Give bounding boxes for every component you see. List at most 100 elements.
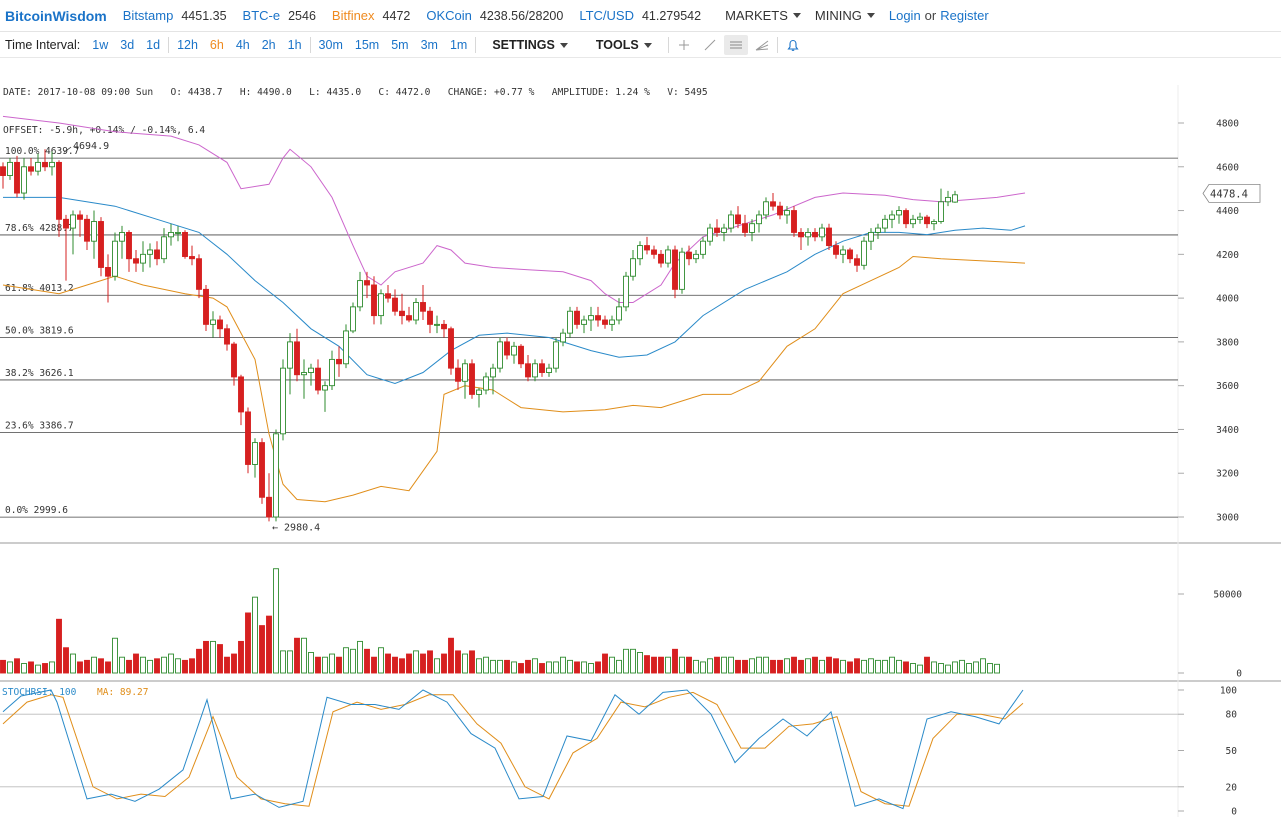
interval-5m[interactable]: 5m xyxy=(391,38,409,52)
candle xyxy=(546,363,552,377)
interval-12h[interactable]: 12h xyxy=(177,38,198,52)
markets-menu[interactable]: MARKETS xyxy=(725,8,801,23)
bollinger-lower-line xyxy=(2,255,1026,503)
candle-down xyxy=(371,284,377,317)
candle-up xyxy=(616,306,622,321)
candle-down xyxy=(231,343,237,378)
candle xyxy=(714,219,720,237)
candle-up xyxy=(280,367,286,435)
interval-1h[interactable]: 1h xyxy=(287,38,302,52)
price-panel[interactable]: 3000 3200 3400 3600 3800 4000 4200 4400 4600 4800… xyxy=(0,85,1281,817)
candle xyxy=(392,289,398,316)
market-okcoin[interactable]: OKCoin 4238.56/28200 xyxy=(426,8,563,23)
candle xyxy=(511,341,517,364)
brand-logo[interactable]: BitcoinWisdom xyxy=(5,7,107,24)
candle-up xyxy=(490,367,496,378)
candle-down xyxy=(203,288,209,325)
bell-icon[interactable] xyxy=(781,35,805,55)
chart-area[interactable]: 3000 3200 3400 3600 3800 4000 4200 4400 4600 4800… xyxy=(0,85,1281,817)
volume-bar xyxy=(728,656,734,674)
market-name[interactable]: LTC/USD xyxy=(579,8,634,23)
tools-menu[interactable]: TOOLS xyxy=(582,38,666,52)
candle-up xyxy=(938,201,944,222)
candle-down xyxy=(14,161,20,194)
candle-down xyxy=(735,214,741,225)
candle xyxy=(399,293,405,325)
candle xyxy=(567,306,573,338)
candle xyxy=(462,359,468,399)
volume-bar xyxy=(406,653,412,674)
caret-down-icon xyxy=(559,42,568,48)
candle-down xyxy=(518,345,524,365)
volume-bar xyxy=(98,658,104,674)
volume-bar xyxy=(581,661,587,674)
candle-up xyxy=(896,210,902,216)
candle-down xyxy=(812,231,818,238)
candle-down xyxy=(336,358,342,365)
candle-down xyxy=(441,323,447,330)
volume-bar xyxy=(364,648,370,674)
interval-4h[interactable]: 4h xyxy=(235,38,250,52)
market-bitfinex[interactable]: Bitfinex 4472 xyxy=(332,8,410,23)
volume-bar xyxy=(644,655,650,674)
candle xyxy=(77,210,83,237)
candle xyxy=(210,311,216,338)
market-price: 4238.56/28200 xyxy=(479,8,564,23)
candle xyxy=(329,350,335,391)
interval-2h[interactable]: 2h xyxy=(261,38,276,52)
mining-menu[interactable]: MINING xyxy=(815,8,875,23)
register-link[interactable]: Register xyxy=(940,8,989,23)
horizontal-line-icon[interactable] xyxy=(723,35,748,55)
fan-icon[interactable] xyxy=(750,35,774,55)
candle xyxy=(336,346,342,377)
volume-bar xyxy=(224,656,230,674)
settings-menu[interactable]: SETTINGS xyxy=(478,38,582,52)
interval-1w[interactable]: 1w xyxy=(92,38,109,52)
candle-down xyxy=(448,328,454,369)
interval-15m[interactable]: 15m xyxy=(354,38,380,52)
candle xyxy=(147,243,153,268)
trendline-icon[interactable] xyxy=(698,35,722,55)
market-name[interactable]: Bitstamp xyxy=(122,8,174,23)
or-text: or xyxy=(924,8,937,23)
market-name[interactable]: Bitfinex xyxy=(331,8,375,23)
candle-down xyxy=(406,315,412,321)
market-btce[interactable]: BTC-e 2546 xyxy=(243,8,316,23)
interval-6h[interactable]: 6h xyxy=(209,38,224,52)
candle-up xyxy=(945,196,951,203)
candle-down xyxy=(42,161,48,168)
candle-up xyxy=(700,240,706,255)
candle-up xyxy=(560,332,566,343)
candle-up xyxy=(35,161,41,172)
interval-1d[interactable]: 1d xyxy=(146,38,161,52)
candle xyxy=(238,374,244,426)
market-name[interactable]: BTC-e xyxy=(242,8,281,23)
candle xyxy=(700,236,706,259)
market-bitstamp[interactable]: Bitstamp 4451.35 xyxy=(123,8,227,23)
top-navigation: BitcoinWisdom Bitstamp 4451.35 BTC-e 254… xyxy=(0,0,1281,32)
interval-3m[interactable]: 3m xyxy=(420,38,438,52)
candle xyxy=(98,217,104,277)
interval-30m[interactable]: 30m xyxy=(318,38,343,52)
candle xyxy=(693,249,699,264)
market-ltcusd[interactable]: LTC/USD 41.279542 xyxy=(579,8,701,23)
volume-bar xyxy=(938,663,944,674)
market-name[interactable]: OKCoin xyxy=(426,8,472,23)
volume-bar xyxy=(861,659,867,674)
volume-bar xyxy=(294,637,300,674)
crosshair-icon[interactable] xyxy=(672,35,696,55)
interval-3d[interactable]: 3d xyxy=(120,38,135,52)
volume-bar xyxy=(973,661,979,674)
interval-1m[interactable]: 1m xyxy=(449,38,468,52)
candle xyxy=(658,249,664,268)
candle xyxy=(861,236,867,270)
login-link[interactable]: Login xyxy=(888,8,921,23)
volume-bar xyxy=(735,659,741,674)
candle-up xyxy=(581,319,587,325)
candle-down xyxy=(196,258,202,290)
volume-bar xyxy=(616,659,622,674)
volume-bar xyxy=(763,656,769,674)
chart-toolbar: Time Interval: 1w 3d 1d 12h 6h 4h 2h 1h … xyxy=(0,33,1281,58)
volume-bar xyxy=(833,658,839,674)
candle xyxy=(791,206,797,237)
